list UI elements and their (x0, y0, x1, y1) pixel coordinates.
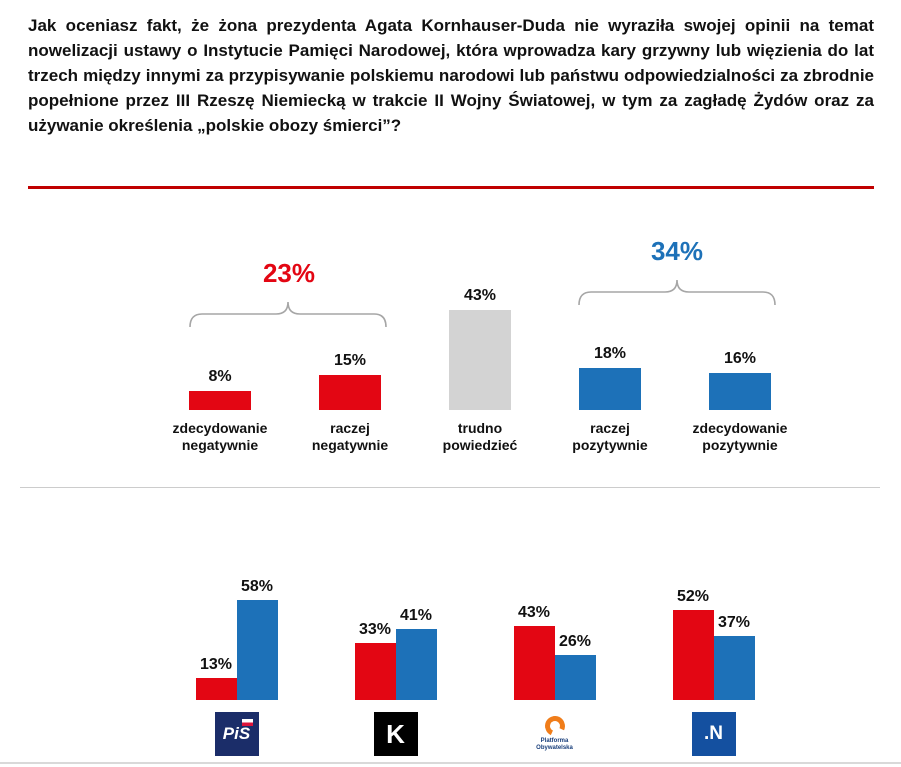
party-logos-row: PiS K Platforma Obywatelska .N (157, 712, 793, 756)
bar-value-label: 18% (594, 345, 626, 363)
bar-cell: 37% (714, 614, 755, 700)
category-label: raczej pozytywnie (551, 420, 669, 454)
bar-area: 43% (449, 280, 511, 410)
bar (514, 626, 555, 700)
bar (396, 629, 437, 700)
bar-value-label: 33% (359, 621, 391, 639)
bar (449, 310, 511, 410)
bar-value-label: 26% (559, 633, 591, 651)
pis-logo-text: PiS (223, 724, 250, 744)
survey-infographic: Jak oceniasz fakt, że żona prezydenta Ag… (0, 0, 901, 767)
bar-cell: 41% (396, 607, 437, 700)
opinion-column: 16% zdecydowanie pozytywnie (675, 280, 805, 454)
kukiz-logo-cell: K (316, 712, 475, 756)
party-group: 33% 41% (316, 570, 475, 700)
nowoczesna-logo-text: .N (704, 723, 723, 745)
opinion-column: 15% raczej negatywnie (285, 280, 415, 454)
po-logo-line1: Platforma (536, 738, 573, 745)
bar (189, 391, 251, 410)
bar-value-label: 8% (208, 368, 231, 386)
bar (673, 610, 714, 700)
category-label: raczej negatywnie (291, 420, 409, 454)
bar-value-label: 15% (334, 352, 366, 370)
bar-area: 15% (319, 280, 381, 410)
bar-value-label: 58% (241, 578, 273, 596)
po-handshake-icon (542, 713, 568, 739)
category-label: zdecydowanie negatywnie (161, 420, 279, 454)
bar-value-label: 16% (724, 350, 756, 368)
bar (579, 368, 641, 410)
po-logo-cell: Platforma Obywatelska (475, 712, 634, 756)
bottom-edge-line (0, 762, 901, 764)
party-group: 43% 26% (475, 570, 634, 700)
bar-value-label: 41% (400, 607, 432, 625)
section-divider (20, 487, 880, 488)
po-logo-line2: Obywatelska (536, 745, 573, 752)
bar-value-label: 13% (200, 656, 232, 674)
pis-logo-cell: PiS (157, 712, 316, 756)
poland-flag-icon (242, 719, 253, 726)
opinion-column: 8% zdecydowanie negatywnie (155, 280, 285, 454)
bar (237, 600, 278, 700)
bar-cell: 26% (555, 633, 596, 700)
bar (714, 636, 755, 700)
bar (196, 678, 237, 700)
opinion-column: 43% trudno powiedzieć (415, 280, 545, 454)
title-underline (28, 186, 874, 189)
bar (709, 373, 771, 410)
bar (319, 375, 381, 410)
po-logo-text: Platforma Obywatelska (536, 738, 573, 752)
kukiz-logo-text: K (386, 719, 405, 750)
bar-cell: 58% (237, 578, 278, 700)
bar-cell: 13% (196, 656, 237, 700)
bar-value-label: 52% (677, 588, 709, 606)
opinion-chart-row: 8% zdecydowanie negatywnie 15% raczej negat… (155, 280, 805, 454)
opinion-column: 18% raczej pozytywnie (545, 280, 675, 454)
nowoczesna-logo-cell: .N (634, 712, 793, 756)
kukiz15-logo: K (374, 712, 418, 756)
bar-value-label: 37% (718, 614, 750, 632)
bar-value-label: 43% (464, 287, 496, 305)
party-group: 52% 37% (634, 570, 793, 700)
bar-cell: 43% (514, 604, 555, 700)
category-label: zdecydowanie pozytywnie (681, 420, 799, 454)
positive-group-label: 34% (617, 236, 737, 267)
nowoczesna-logo: .N (692, 712, 736, 756)
bar-value-label: 43% (518, 604, 550, 622)
pis-logo: PiS (215, 712, 259, 756)
bar-cell: 33% (355, 621, 396, 700)
platforma-obywatelska-logo: Platforma Obywatelska (533, 712, 577, 756)
bar (555, 655, 596, 700)
bar-area: 8% (189, 280, 251, 410)
party-group: 13% 58% (157, 570, 316, 700)
bar-area: 16% (709, 280, 771, 410)
bar-cell: 52% (673, 588, 714, 700)
category-label: trudno powiedzieć (421, 420, 539, 454)
survey-question-title: Jak oceniasz fakt, że żona prezydenta Ag… (28, 13, 874, 138)
party-chart-row: 13% 58% 33% 41% 43% 26% 52% 37% (157, 570, 793, 700)
bar (355, 643, 396, 700)
bar-area: 18% (579, 280, 641, 410)
